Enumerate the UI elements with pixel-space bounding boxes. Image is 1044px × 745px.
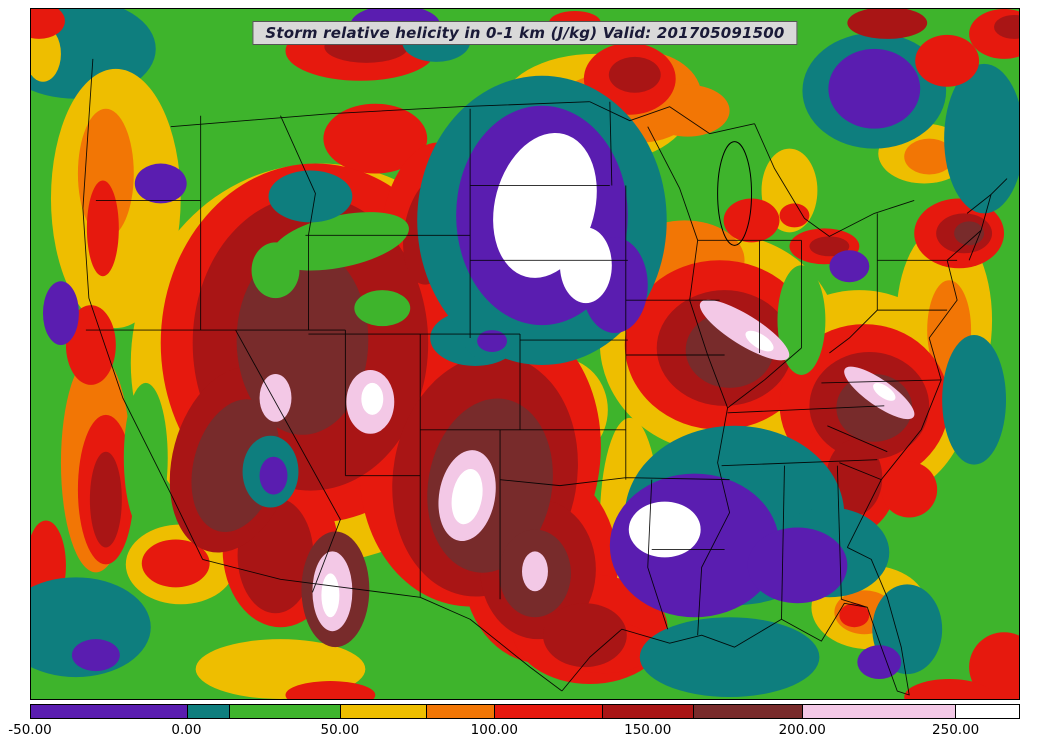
colorbar-segment-red	[494, 705, 603, 718]
colorbar-tick-label: 50.00	[320, 722, 360, 738]
colorbar-segment-purple	[31, 705, 188, 718]
colorbar-segment-gold	[340, 705, 427, 718]
lake-outlines	[717, 141, 753, 246]
contour-blobs	[31, 9, 1019, 699]
colorbar-ticks: -50.00 0.00 50.00 100.00 150.00 200.00 250.00	[8, 722, 1020, 740]
colorbar-segment-orange	[426, 705, 495, 718]
colorbar-segment-maroon	[692, 705, 802, 718]
colorbar-tick-label: 0.00	[171, 722, 202, 738]
colorbar-tick-label: 250.00	[932, 722, 980, 738]
colorbar-segment-white	[954, 705, 1019, 718]
colorbar-segment-darkred	[602, 705, 693, 718]
state-borders	[82, 58, 1008, 696]
colorbar-segment-green	[228, 705, 341, 718]
colorbar-tick-label: -50.00	[8, 722, 52, 738]
colorbar-tick-label: 150.00	[624, 722, 672, 738]
colorbar-tick-label: 200.00	[778, 722, 826, 738]
colorbar-tick-label: 100.00	[470, 722, 518, 738]
colorbar-segment-teal	[187, 705, 229, 718]
colorbar	[30, 704, 1020, 719]
helicity-map-svg	[31, 9, 1019, 699]
colorbar-segment-pink	[801, 705, 955, 718]
map-title-text: Storm relative helicity in 0-1 km (J/kg)…	[265, 24, 785, 42]
map-title: Storm relative helicity in 0-1 km (J/kg)…	[252, 21, 798, 45]
map-frame: Storm relative helicity in 0-1 km (J/kg)…	[30, 8, 1020, 700]
